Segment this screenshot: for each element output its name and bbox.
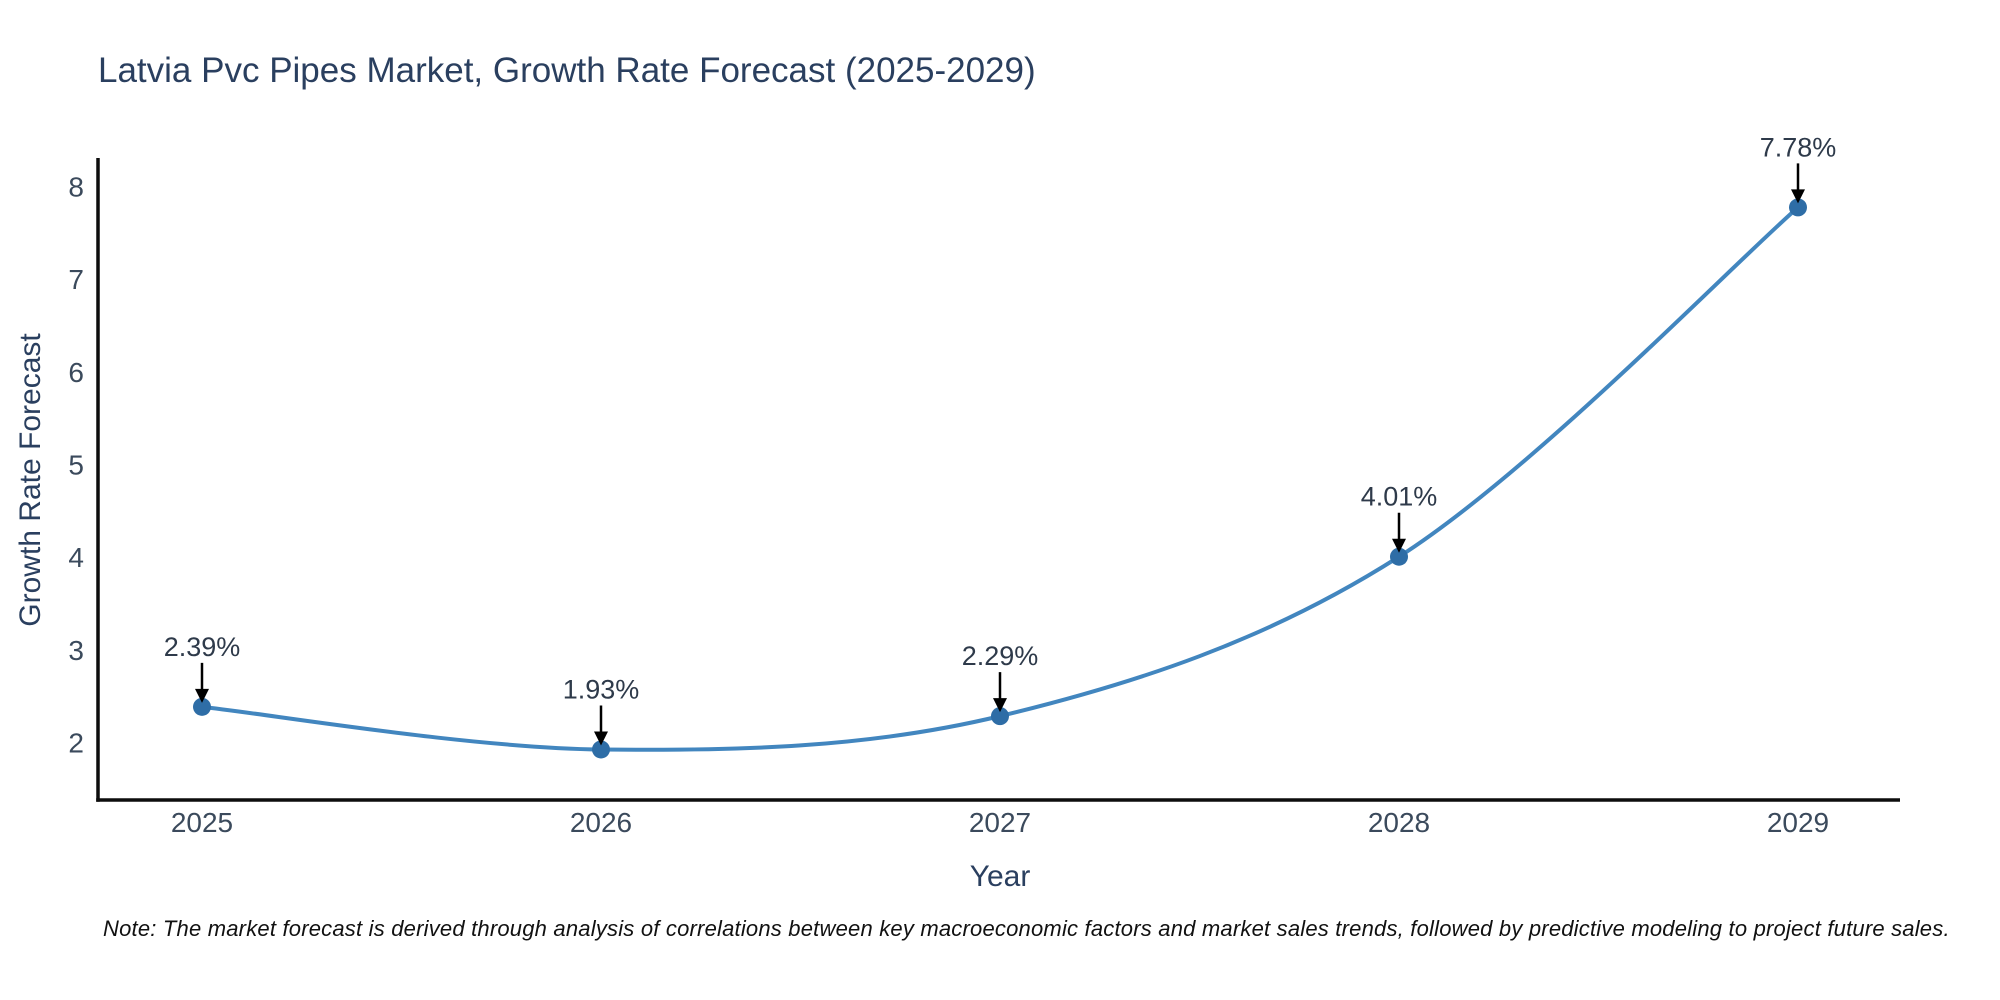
x-axis-title: Year [970,860,1031,893]
data-point [1789,198,1807,217]
point-annotations: 2.39% 1.93% 2.29% 4.01% 7.78% [164,132,1837,746]
line-series [193,198,1807,759]
annotation-arrow-head [594,731,608,746]
x-tick-label: 2025 [171,807,233,838]
y-tick-label: 4 [68,542,84,573]
point-label: 4.01% [1361,482,1438,512]
annotation-arrow-head [1791,189,1805,204]
annotation-arrow-head [993,698,1007,713]
data-point [1390,547,1408,566]
point-label: 2.39% [164,632,241,662]
y-axis-ticks: 2 3 4 5 6 7 8 [68,171,84,758]
annotation-arrow-head [195,688,209,703]
y-tick-label: 5 [68,449,84,480]
y-tick-label: 8 [68,171,84,202]
y-tick-label: 3 [68,635,84,666]
x-tick-label: 2028 [1368,807,1430,838]
y-tick-label: 6 [68,357,84,388]
point-label: 7.78% [1760,132,1837,162]
footnote: Note: The market forecast is derived thr… [103,916,1950,941]
x-tick-label: 2029 [1767,807,1829,838]
y-tick-label: 2 [68,728,84,759]
x-tick-label: 2027 [969,807,1031,838]
chart-title: Latvia Pvc Pipes Market, Growth Rate For… [98,51,1036,90]
y-axis-title: Growth Rate Forecast [14,333,47,627]
y-tick-label: 7 [68,264,84,295]
x-tick-label: 2026 [570,807,632,838]
point-label: 2.29% [962,641,1039,671]
x-axis-ticks: 2025 2026 2027 2028 2029 [171,807,1829,838]
data-point [193,697,211,716]
point-label: 1.93% [563,674,640,704]
series-line [200,205,1800,752]
annotation-arrow-head [1392,538,1406,553]
data-point [991,707,1009,726]
data-point [592,740,610,759]
